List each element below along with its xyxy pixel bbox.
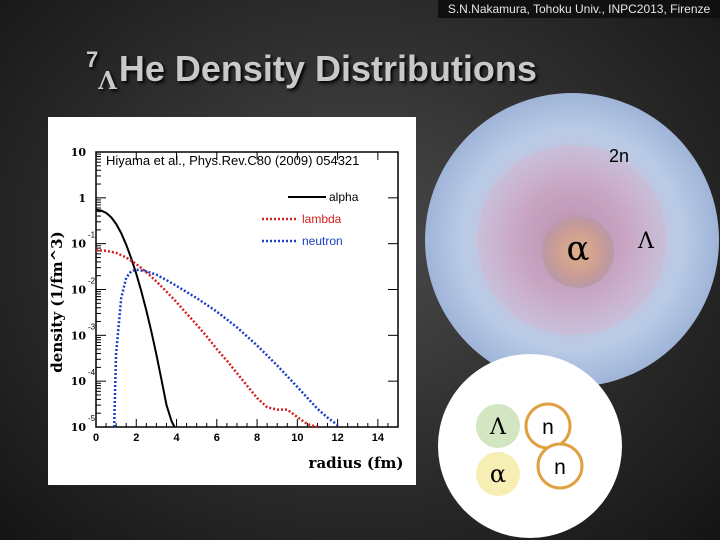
legend-label-lambda: lambda [302,212,342,226]
y-tick-label: 10 [71,238,87,251]
x-tick-label: 0 [93,432,99,444]
neutron-particle-2 [536,442,584,490]
y-tick-label: 10 [71,146,87,159]
y-tick-exponent: -3 [88,322,96,331]
title-lambda: Λ [98,66,117,95]
neutron-label-1: n [542,416,554,439]
y-tick-label: 10 [71,329,87,342]
x-tick-label: 12 [331,432,343,444]
neutron-particle-1 [524,402,572,450]
chart-legend: alpha lambda neutron [262,190,359,248]
lambda-particle [476,404,520,448]
y-axis-label: density (1/fm^3) [48,231,66,372]
y-tick-exponent: -1 [88,231,96,240]
x-tick-label: 6 [214,432,220,444]
x-tick-label: 2 [133,432,139,444]
alpha-particle-label: α [490,460,506,488]
series-line-neutron [112,268,339,428]
series-line-lambda [95,248,318,429]
legend-label-neutron: neutron [302,234,343,248]
title-mass-number: 7 [86,47,99,72]
y-tick-label: 10 [71,284,87,297]
cluster-outline [438,354,622,538]
slide-title: 7ΛHe Density Distributions [86,47,537,95]
lambda-particle-label: Λ [489,415,507,440]
lambda-cloud [477,145,667,335]
y-tick-label: 10 [71,375,87,388]
label-lambda-outer: Λ [637,229,655,254]
series-line-alpha [95,208,176,428]
x-tick-label: 10 [291,432,303,444]
halo-2n-sphere [425,93,719,387]
alpha-core [542,216,614,288]
legend-label-alpha: alpha [329,190,359,204]
neutron-label-2: n [554,456,566,479]
x-tick-label: 8 [254,432,260,444]
x-tick-label: 4 [173,432,180,444]
y-tick-label: 1 [78,192,86,205]
x-axis-label: radius (fm) [309,454,404,472]
y-tick-exponent: -5 [88,414,96,423]
x-tick-label: 14 [372,432,385,444]
y-tick-label: 10 [71,421,87,434]
label-alpha-core: α [567,229,590,269]
alpha-particle [476,452,520,496]
title-text: He Density Distributions [118,48,537,89]
y-tick-exponent: -4 [88,368,96,377]
credit-header: S.N.Nakamura, Tohoku Univ., INPC2013, Fi… [438,0,720,18]
chart-annotation: Hiyama et al., Phys.Rev.C80 (2009) 05432… [106,153,359,168]
density-plot-panel: 0 2 4 6 8 10 12 14 10 1 10 -1 10 -2 10 -3 10 -4 10 -5 Hiyam… [48,117,416,485]
label-halo-2n: 2n [609,146,629,166]
y-tick-exponent: -2 [88,277,96,286]
